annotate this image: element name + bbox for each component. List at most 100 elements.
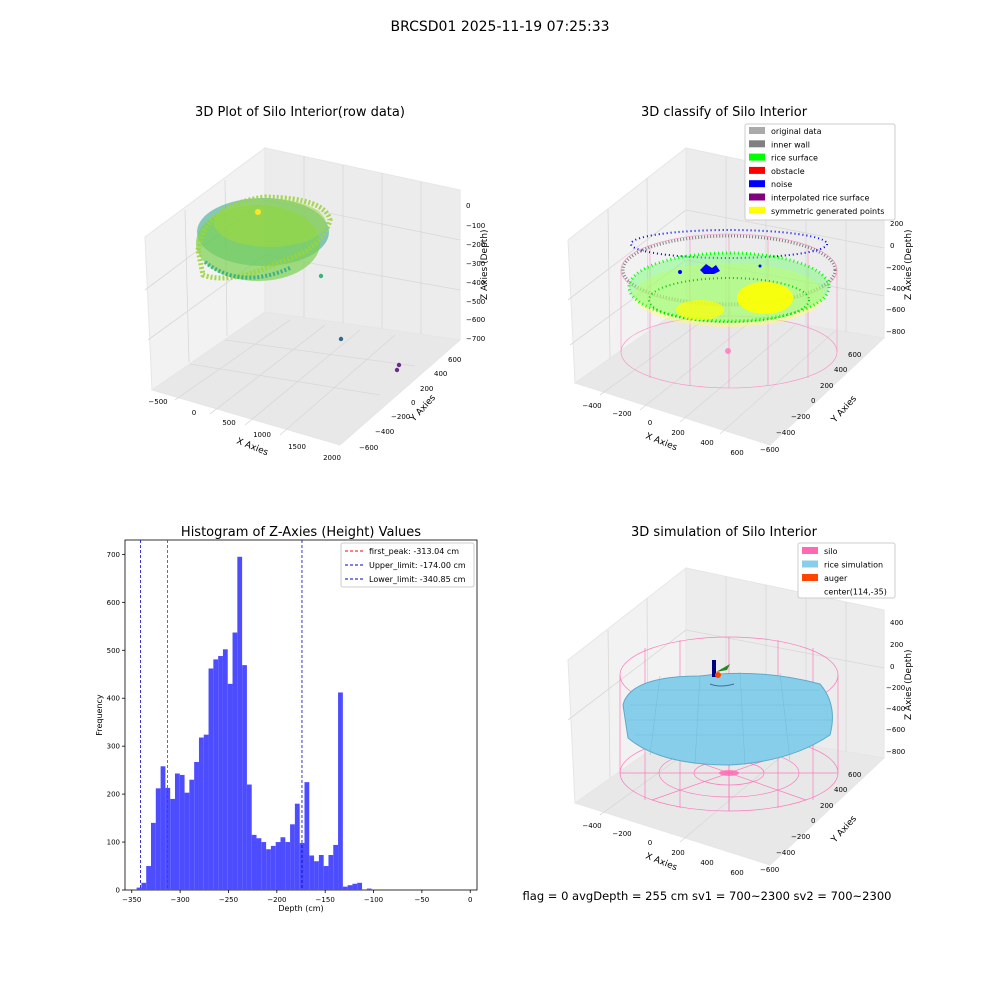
classify-x-tick: 0: [648, 419, 652, 427]
raw-z-tick: 0: [466, 202, 470, 210]
classify-y-tick: 200: [820, 382, 833, 390]
sim-x-tick: 200: [671, 849, 684, 857]
classify-z-tick: 0: [890, 242, 894, 250]
histogram-vlines: [140, 540, 303, 890]
simulation-plot-title: 3D simulation of Silo Interior: [631, 525, 818, 540]
histogram-y-tick-label: 300: [107, 743, 120, 751]
histogram-x-tick-label: −50: [414, 896, 429, 904]
histogram-bar: [280, 837, 286, 890]
histogram-bar: [256, 838, 262, 890]
histogram-legend-label: Lower_limit: -340.85 cm: [369, 575, 466, 584]
histogram-bar: [333, 844, 339, 890]
sim-x-tick: 0: [648, 839, 652, 847]
sim-x-tick: 400: [700, 859, 713, 867]
classify-legend-label: symmetric generated points: [771, 207, 884, 216]
classify-z-tick: −800: [886, 328, 905, 336]
sim-silo-floor-center: [719, 770, 739, 776]
panel-simulation-3d: 3D simulation of Silo Interior: [567, 525, 914, 877]
sim-legend-swatch: [802, 574, 818, 581]
classify-z-tick: −400: [886, 285, 905, 293]
sim-z-label: Z Axies (Depth): [904, 649, 914, 720]
classify-y-ticks: 600 400 200 0 −200 −400 −600: [760, 351, 861, 454]
raw-y-tick: 400: [434, 370, 447, 378]
classify-legend: original data inner wall rice surface obsta…: [744, 123, 896, 221]
classify-x-tick: 400: [700, 439, 713, 447]
classify-y-label: Y Axies: [829, 394, 859, 426]
histogram-x-tick-label: −350: [122, 896, 141, 904]
sim-auger-blade: [716, 664, 730, 672]
histogram-y-tick-label: 200: [107, 791, 120, 799]
histogram-bar: [179, 774, 185, 890]
histogram-bar: [366, 888, 372, 890]
sim-z-tick: 0: [890, 663, 894, 671]
histogram-bar: [218, 656, 223, 890]
histogram-x-tick-label: −200: [267, 896, 286, 904]
sim-z-tick: 200: [890, 641, 903, 649]
raw-x-tick: 500: [222, 419, 235, 427]
classify-z-tick: −600: [886, 306, 905, 314]
raw-y-tick: −200: [391, 413, 410, 421]
classify-y-tick: −200: [791, 413, 810, 421]
histogram-x-tick-label: 0: [468, 896, 472, 904]
raw-z-ticks: 0 −100 −200 −300 −400 −500 −600 −700: [466, 202, 485, 343]
classify-legend-swatch: [749, 140, 765, 148]
raw-z-tick: −500: [466, 298, 485, 306]
raw-y-tick: −600: [359, 444, 378, 452]
classify-y-tick: −400: [776, 429, 795, 437]
histogram-bar: [294, 803, 300, 890]
raw-plot-title: 3D Plot of Silo Interior(row data): [195, 105, 405, 120]
histogram-x-tick-label: −300: [171, 896, 190, 904]
sim-y-tick: 400: [834, 786, 847, 794]
classify-z-label: Z Axies (Depth): [904, 229, 914, 300]
raw-x-tick: 1500: [288, 443, 306, 451]
raw-z-tick: −700: [466, 335, 485, 343]
histogram-bar: [275, 842, 281, 890]
sim-z-ticks: 400 200 0 −200 −400 −600 −800: [886, 619, 905, 756]
classify-y-tick: 0: [811, 397, 815, 405]
histogram-bar: [323, 866, 329, 890]
classify-legend-swatch: [749, 206, 765, 214]
histogram-bar: [189, 779, 195, 890]
histogram-bar: [208, 668, 214, 890]
raw-z-tick: −600: [466, 316, 485, 324]
sim-legend-label: silo: [824, 547, 838, 556]
classify-x-tick: 200: [671, 429, 684, 437]
figure-title: BRCSD01 2025-11-19 07:25:33: [390, 19, 609, 35]
classify-point-cloud: [621, 229, 837, 354]
histogram-bar: [328, 855, 334, 890]
raw-y-tick: −400: [375, 428, 394, 436]
classify-x-tick: −400: [582, 402, 601, 410]
histogram-bar: [146, 866, 151, 890]
histogram-bar: [141, 882, 147, 890]
raw-z-tick: −200: [466, 241, 485, 249]
histogram-y-label: Frequency: [95, 694, 104, 736]
sim-y-tick: −200: [791, 833, 810, 841]
sim-legend-swatch: [802, 547, 818, 554]
sim-legend: silo rice simulation auger center(114,-35): [797, 542, 896, 599]
classify-legend-swatch: [749, 180, 765, 188]
sim-y-tick: 200: [820, 802, 833, 810]
sim-z-tick: −600: [886, 726, 905, 734]
sim-z-tick: 400: [890, 619, 903, 627]
histogram-bar: [174, 773, 180, 890]
histogram-bar: [136, 887, 142, 890]
histogram-bar: [342, 886, 348, 890]
histogram-bar: [237, 556, 243, 890]
raw-x-label: X Axies: [235, 437, 270, 459]
raw-z-tick: −400: [466, 279, 485, 287]
classify-plot-title: 3D classify of Silo Interior: [641, 105, 808, 120]
raw-point-cloud: [195, 194, 402, 373]
histogram-y-tick-label: 600: [107, 599, 120, 607]
histogram-title: Histogram of Z-Axies (Height) Values: [181, 525, 421, 540]
sim-legend-label: center(114,-35): [824, 588, 887, 597]
histogram-bar: [309, 855, 315, 890]
classify-y-tick: 600: [848, 351, 861, 359]
histogram-legend: first_peak: -313.04 cm Upper_limit: -174.…: [340, 542, 475, 588]
classify-legend-swatch: [749, 193, 765, 201]
histogram-bars: [136, 556, 372, 890]
histogram-bar: [198, 737, 204, 890]
sim-y-tick: 600: [848, 771, 861, 779]
histogram-y-ticks: 0 100 200 300 400 500 600 700: [107, 551, 125, 895]
histogram-bar: [270, 845, 276, 890]
sim-z-tick: −800: [886, 748, 905, 756]
